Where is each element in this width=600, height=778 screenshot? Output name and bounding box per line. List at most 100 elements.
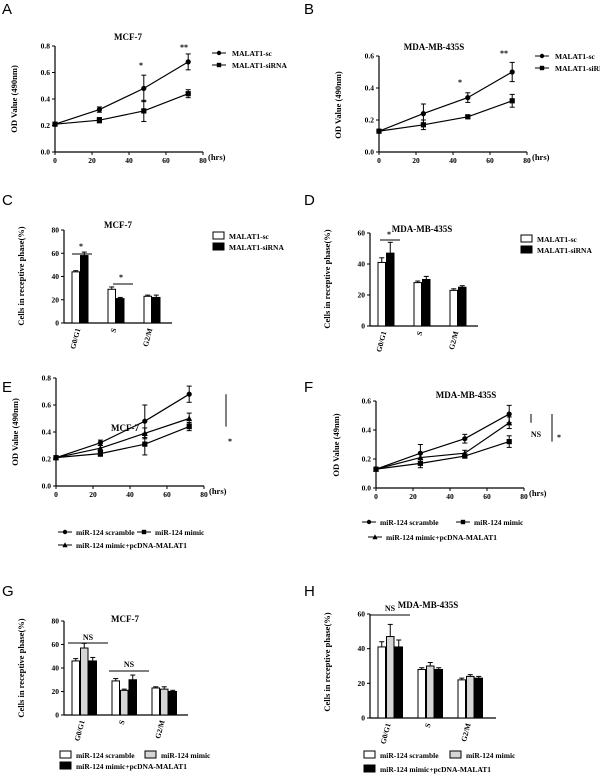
panel-letter-b: B <box>304 1 314 18</box>
bar <box>160 688 169 716</box>
x-tick-label: 80 <box>520 492 528 501</box>
bar <box>457 679 466 719</box>
y-tick-label: 0.2 <box>41 121 51 130</box>
y-tick-label: 60 <box>52 249 60 258</box>
legend-label: MALAT1-siRNA <box>229 243 284 252</box>
panel-letter-a: A <box>2 1 12 18</box>
significance-label: ** <box>500 49 508 58</box>
y-tick-label: 40 <box>52 272 60 281</box>
y-tick-label: 40 <box>52 664 60 673</box>
legend-swatch <box>144 750 157 759</box>
x-tick-label: 60 <box>163 490 171 499</box>
y-axis-label: Cells in receptive phase(%) <box>16 226 26 325</box>
y-tick-label: 20 <box>52 687 60 696</box>
series-line-1 <box>375 413 510 470</box>
y-tick-label: 0.0 <box>362 484 372 493</box>
legend-label: MALAT1-siRNA <box>555 64 600 73</box>
data-point <box>506 411 512 417</box>
data-point <box>97 451 103 457</box>
legend-label: miR-124 mimic+pcDNA-MALAT1 <box>76 762 187 771</box>
data-point <box>186 424 192 430</box>
y-tick-label: 0.8 <box>42 374 52 383</box>
legend-label: miR-124 mimic <box>466 751 516 760</box>
legend-label: MALAT1-sc <box>232 49 273 58</box>
panel-letter-g: G <box>2 583 14 600</box>
bar <box>377 646 386 719</box>
data-point <box>506 439 512 445</box>
data-point <box>97 440 103 446</box>
legend-label: miR-124 mimic <box>155 528 205 537</box>
legend-marker <box>539 53 545 59</box>
y-axis-label: Cells in receptive phase(%) <box>16 618 26 717</box>
significance-label: NS <box>385 604 396 613</box>
y-tick-label: 40 <box>358 644 366 653</box>
chart-f: 0 20 40 60 80 0.0 0.2 0.4 0.6 (hrs) OD Value (49nm… <box>331 390 561 542</box>
data-point <box>142 441 148 447</box>
data-point <box>186 415 193 422</box>
x-axis-label: (hrs) <box>208 152 226 162</box>
legend-marker <box>62 542 68 548</box>
data-point <box>186 391 192 397</box>
y-axis-label: Cells in receptive phase(%) <box>322 612 332 711</box>
y-tick-label: 0 <box>361 714 365 723</box>
legend-label: miR-124 mimic+pcDNA-MALAT1 <box>386 533 497 542</box>
chart-title: MDA-MB-435S <box>398 600 459 610</box>
data-point <box>185 91 191 97</box>
legend-label: miR-124 mimic <box>161 751 211 760</box>
x-tick-label: G0/G1 <box>378 722 392 745</box>
x-tick-label: 40 <box>446 492 454 501</box>
bar <box>116 298 125 324</box>
y-tick-label: 0 <box>55 711 59 720</box>
bar <box>128 679 137 716</box>
y-tick-label: 0.4 <box>365 84 375 93</box>
bar <box>422 279 431 327</box>
legend-swatch <box>520 234 533 243</box>
x-tick-label: G0/G1 <box>374 330 388 353</box>
bar <box>120 689 129 716</box>
bar <box>107 288 116 324</box>
y-tick-label: 0.6 <box>42 401 52 410</box>
x-tick-label: 80 <box>200 490 208 499</box>
chart-b: 0 20 40 60 80 0.0 0.2 0.4 0.6 (hrs) OD Value (490n… <box>333 42 600 165</box>
bar <box>151 687 160 716</box>
panel-letter-e: E <box>2 379 12 396</box>
chart-h: 0 20 40 60 Cells in receptive phase(%) MDA-MB… <box>322 600 516 774</box>
legend-label: miR-124 scramble <box>380 751 439 760</box>
x-tick-label: 20 <box>88 156 96 165</box>
data-point <box>185 59 191 65</box>
legend-marker <box>141 529 147 535</box>
legend-marker <box>460 519 466 525</box>
data-point <box>141 430 148 436</box>
panel-letter-f: F <box>304 379 313 396</box>
significance-label: * <box>557 433 561 442</box>
x-tick-label: 80 <box>199 156 207 165</box>
legend-swatch <box>59 750 72 759</box>
data-point <box>141 85 147 91</box>
significance-label: NS <box>124 660 135 669</box>
y-axis-label: Cells in receptive phase(%) <box>322 229 332 328</box>
y-axis-label: OD Value (490nm) <box>9 65 19 133</box>
data-point <box>461 450 468 456</box>
significance-label: * <box>79 242 83 251</box>
y-tick-label: 60 <box>358 229 366 238</box>
legend-label: MALAT1-sc <box>229 232 270 241</box>
chart-g: 0 20 40 60 80 Cells in receptive phase(%) MCF-… <box>16 614 211 771</box>
y-tick-label: 0 <box>55 319 59 328</box>
series-line-2 <box>54 93 189 125</box>
bar <box>377 261 386 327</box>
bar <box>152 296 161 324</box>
chart-title: MCF-7 <box>104 220 132 230</box>
x-tick-label: S <box>415 330 425 336</box>
x-tick-label: 0 <box>53 156 57 165</box>
x-tick-label: G0/G1 <box>72 719 86 742</box>
data-point <box>417 454 424 461</box>
significance-label: NS <box>531 430 542 439</box>
series-line-1 <box>55 393 190 459</box>
x-tick-label: 80 <box>523 156 531 165</box>
x-tick-label: 20 <box>89 490 97 499</box>
series-line-2 <box>378 100 513 132</box>
bar <box>111 680 120 716</box>
legend-label: miR-124 scramble <box>76 751 135 760</box>
y-tick-label: 0.0 <box>41 148 51 157</box>
